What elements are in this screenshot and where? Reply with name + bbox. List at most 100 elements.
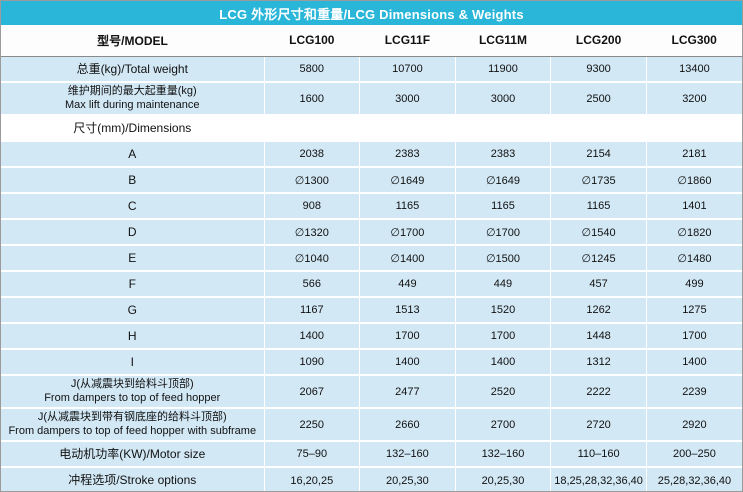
row-label: C (1, 193, 265, 220)
table-row: J(从减震块到给料斗顶部) From dampers to top of fee… (1, 375, 742, 409)
value-cell: 20,25,30 (455, 467, 552, 491)
value-cell: 2720 (550, 408, 647, 442)
value-cell: 449 (359, 271, 456, 298)
value-cell: ∅1735 (550, 167, 647, 194)
value-cell (646, 115, 742, 142)
value-cell: ∅1245 (550, 245, 647, 272)
value-cell: 132–160 (359, 441, 456, 468)
row-label: F (1, 271, 265, 298)
value-cell: 1520 (455, 297, 552, 324)
value-cell: 1700 (455, 323, 552, 350)
row-label: 总重(kg)/Total weight (1, 56, 265, 83)
value-cell: 20,25,30 (359, 467, 456, 491)
value-cell (359, 115, 456, 142)
value-cell: 2181 (646, 141, 742, 168)
row-label: E (1, 245, 265, 272)
value-cell: 499 (646, 271, 742, 298)
value-cell: 1167 (264, 297, 361, 324)
table-row: C 908 1165 1165 1165 1401 (1, 193, 742, 220)
value-cell: 10700 (359, 56, 456, 83)
value-cell: 3000 (455, 82, 552, 116)
value-cell: 1090 (264, 349, 361, 376)
value-cell: 110–160 (550, 441, 647, 468)
value-cell: ∅1820 (646, 219, 742, 246)
row-label: H (1, 323, 265, 350)
value-cell: 3200 (646, 82, 742, 116)
value-cell: 1165 (455, 193, 552, 220)
row-label: J(从减震块到给料斗顶部) From dampers to top of fee… (1, 375, 265, 409)
row-label: 冲程选项/Stroke options (1, 467, 265, 491)
value-cell: 1513 (359, 297, 456, 324)
value-cell: ∅1649 (455, 167, 552, 194)
value-cell: 132–160 (455, 441, 552, 468)
row-label: B (1, 167, 265, 194)
value-cell: ∅1649 (359, 167, 456, 194)
row-label: 电动机功率(KW)/Motor size (1, 441, 265, 468)
row-label: D (1, 219, 265, 246)
value-cell: 1400 (455, 349, 552, 376)
table-row: J(从减震块到带有钢底座的给料斗顶部) From dampers to top … (1, 408, 742, 442)
value-cell: 13400 (646, 56, 742, 83)
value-cell: ∅1400 (359, 245, 456, 272)
table-row: I 1090 1400 1400 1312 1400 (1, 349, 742, 376)
value-cell: 2920 (646, 408, 742, 442)
value-cell: 2067 (264, 375, 361, 409)
column-header-lcg300: LCG300 (646, 25, 742, 57)
value-cell: 2239 (646, 375, 742, 409)
value-cell: 200–250 (646, 441, 742, 468)
column-header-lcg100: LCG100 (264, 25, 360, 57)
value-cell: 75–90 (264, 441, 361, 468)
value-cell: 457 (550, 271, 647, 298)
value-cell: 2520 (455, 375, 552, 409)
value-cell: ∅1500 (455, 245, 552, 272)
table-row: H 1400 1700 1700 1448 1700 (1, 323, 742, 350)
value-cell: 25,28,32,36,40 (646, 467, 742, 491)
value-cell: 2700 (455, 408, 552, 442)
value-cell: 5800 (264, 56, 361, 83)
value-cell: ∅1700 (455, 219, 552, 246)
value-cell: 1401 (646, 193, 742, 220)
value-cell: 449 (455, 271, 552, 298)
value-cell: 1275 (646, 297, 742, 324)
row-label: G (1, 297, 265, 324)
spec-table: 型号/MODEL LCG100 LCG11F LCG11M LCG200 LCG… (1, 25, 742, 491)
row-label: I (1, 349, 265, 376)
value-cell: 1400 (264, 323, 361, 350)
table-row: 电动机功率(KW)/Motor size 75–90 132–160 132–160 1… (1, 441, 742, 468)
table-row: G 1167 1513 1520 1262 1275 (1, 297, 742, 324)
value-cell: 1400 (359, 349, 456, 376)
row-label: J(从减震块到带有钢底座的给料斗顶部) From dampers to top … (1, 408, 265, 442)
table-row: 尺寸(mm)/Dimensions (1, 115, 742, 142)
value-cell: 1700 (646, 323, 742, 350)
value-cell: ∅1700 (359, 219, 456, 246)
value-cell: 908 (264, 193, 361, 220)
value-cell: 16,20,25 (264, 467, 361, 491)
value-cell: 2250 (264, 408, 361, 442)
value-cell: ∅1040 (264, 245, 361, 272)
value-cell (550, 115, 647, 142)
column-header-lcg11m: LCG11M (455, 25, 551, 57)
value-cell: 18,25,28,32,36,40 (550, 467, 647, 491)
header-row: 型号/MODEL LCG100 LCG11F LCG11M LCG200 LCG… (1, 25, 742, 57)
value-cell: 2383 (359, 141, 456, 168)
value-cell: 1400 (646, 349, 742, 376)
value-cell: 1600 (264, 82, 361, 116)
value-cell (264, 115, 361, 142)
value-cell: 1165 (359, 193, 456, 220)
value-cell: 9300 (550, 56, 647, 83)
column-header-model: 型号/MODEL (1, 25, 264, 57)
table-title: LCG 外形尺寸和重量/LCG Dimensions & Weights (219, 6, 524, 22)
table-row: 维护期间的最大起重量(kg) Max lift during maintenan… (1, 82, 742, 116)
value-cell: 1312 (550, 349, 647, 376)
value-cell: 2500 (550, 82, 647, 116)
table-row: E ∅1040 ∅1400 ∅1500 ∅1245 ∅1480 (1, 245, 742, 272)
table-row: 冲程选项/Stroke options 16,20,25 20,25,30 20,25… (1, 467, 742, 491)
value-cell: 2154 (550, 141, 647, 168)
table-row: 总重(kg)/Total weight 5800 10700 11900 9300 134… (1, 56, 742, 83)
value-cell (455, 115, 552, 142)
value-cell: ∅1540 (550, 219, 647, 246)
column-header-lcg11f: LCG11F (359, 25, 456, 57)
value-cell: 566 (264, 271, 361, 298)
table-row: A 2038 2383 2383 2154 2181 (1, 141, 742, 168)
